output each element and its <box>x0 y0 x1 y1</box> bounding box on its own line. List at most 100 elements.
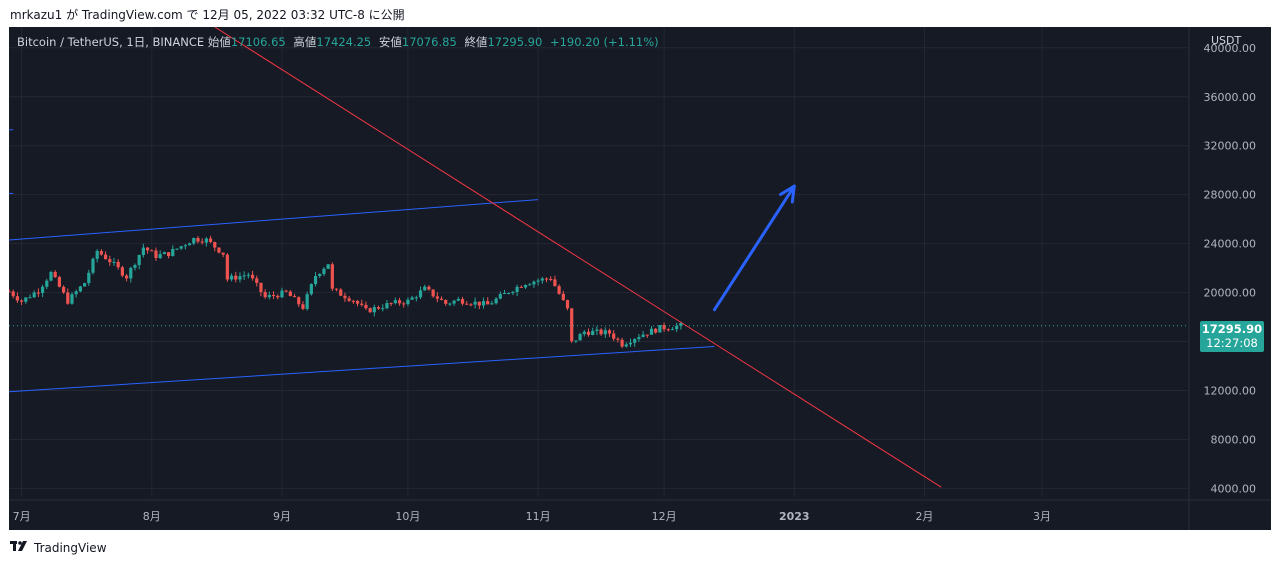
candle-body <box>368 308 372 313</box>
x-tick-label: 7月 <box>13 510 31 523</box>
candle-body <box>288 291 292 297</box>
x-tick-label: 2023 <box>779 510 810 523</box>
upper-channel-line <box>9 199 539 241</box>
candle-body <box>540 278 544 281</box>
candle-body <box>502 292 507 295</box>
x-tick-label: 8月 <box>143 510 161 523</box>
candle-body <box>565 300 570 309</box>
candle-body <box>137 255 141 266</box>
candle-body <box>19 300 24 302</box>
candle-body <box>74 291 78 295</box>
candle-body <box>229 275 234 280</box>
lower-channel-line <box>9 345 715 393</box>
candle-body <box>469 304 473 306</box>
candle-body <box>200 241 204 243</box>
candle-body <box>53 271 57 278</box>
candle-body <box>158 254 162 258</box>
candle-body <box>578 334 582 341</box>
candle-body <box>87 272 91 284</box>
candle-body <box>141 247 145 256</box>
candle-body <box>418 290 423 298</box>
y-tick-label: 4000.00 <box>1211 482 1257 495</box>
candle-body <box>255 278 259 283</box>
candle-body <box>32 292 36 298</box>
x-tick-label: 2月 <box>915 510 933 523</box>
candle-body <box>679 322 683 326</box>
low-label: 安値 <box>378 35 402 49</box>
candle-body <box>187 243 192 246</box>
candle-body <box>108 259 112 263</box>
candle-body <box>582 331 586 335</box>
candle-body <box>204 238 208 243</box>
candle-body <box>271 294 276 296</box>
candle-body <box>435 296 439 299</box>
candle-body <box>45 280 49 287</box>
candle-body <box>217 247 221 253</box>
y-tick-label: 8000.00 <box>1211 433 1257 446</box>
candle-body <box>246 274 250 276</box>
candle-body <box>431 289 435 297</box>
candle-body <box>654 328 658 333</box>
y-tick-label: 20000.00 <box>1204 287 1257 300</box>
open-value: 17106.65 <box>230 35 286 49</box>
candle-body <box>465 303 469 305</box>
candle-body <box>649 328 654 335</box>
candle-body <box>259 282 263 293</box>
candle-body <box>305 294 309 309</box>
candle-body <box>624 344 628 347</box>
candle-body <box>591 330 595 335</box>
candle-body <box>36 292 40 294</box>
candle-body <box>372 307 376 313</box>
red-trendline <box>214 27 942 488</box>
candles <box>9 235 683 349</box>
candle-body <box>528 284 532 286</box>
candle-body <box>444 299 448 304</box>
candle-body <box>637 337 641 340</box>
x-tick-label: 10月 <box>395 510 420 523</box>
candle-body <box>519 286 523 288</box>
candle-body <box>360 303 364 305</box>
candle-body <box>456 298 460 301</box>
x-tick-label: 9月 <box>273 510 291 523</box>
candle-body <box>82 283 87 287</box>
candle-body <box>61 286 66 293</box>
candle-body <box>620 339 624 347</box>
candle-body <box>309 284 313 295</box>
candle-body <box>393 300 397 304</box>
candle-body <box>666 329 670 331</box>
y-tick-label: 32000.00 <box>1204 140 1257 153</box>
y-tick-label: 24000.00 <box>1204 238 1257 251</box>
candle-body <box>645 334 649 336</box>
candle-body <box>175 248 179 250</box>
candle-body <box>603 330 607 335</box>
y-tick-label: 40000.00 <box>1204 42 1257 55</box>
candle-body <box>452 300 456 304</box>
candle-body <box>586 331 591 335</box>
candle-body <box>544 278 549 280</box>
chart-panel[interactable]: 40000.00 36000.00 32000.00 28000.00 24000.00… <box>9 27 1271 530</box>
candle-body <box>334 288 339 290</box>
candle-body <box>250 274 255 279</box>
candle-body <box>406 299 410 305</box>
candle-body <box>477 301 481 306</box>
candle-body <box>116 261 120 268</box>
candle-body <box>301 304 305 309</box>
candle-body <box>11 291 15 297</box>
candle-body <box>183 245 187 247</box>
candle-body <box>166 252 171 256</box>
candle-body <box>553 279 557 287</box>
y-tick-label: 12000.00 <box>1204 385 1257 398</box>
candle-body <box>280 290 284 298</box>
candle-body <box>641 334 645 338</box>
candle-body <box>343 295 347 299</box>
grid <box>9 27 1271 530</box>
open-label: 始値 <box>207 35 231 49</box>
candle-body <box>95 251 99 259</box>
time-axis: 7月 8月 9月 10月 11月 12月 2023 2月 3月 <box>13 510 1051 523</box>
candle-body <box>263 292 267 298</box>
chart-canvas[interactable]: 40000.00 36000.00 32000.00 28000.00 24000.00… <box>9 27 1271 530</box>
target-arrow-head <box>779 184 796 204</box>
candle-body <box>355 300 360 304</box>
tradingview-logo-icon <box>10 540 30 556</box>
drawings <box>9 27 1189 488</box>
